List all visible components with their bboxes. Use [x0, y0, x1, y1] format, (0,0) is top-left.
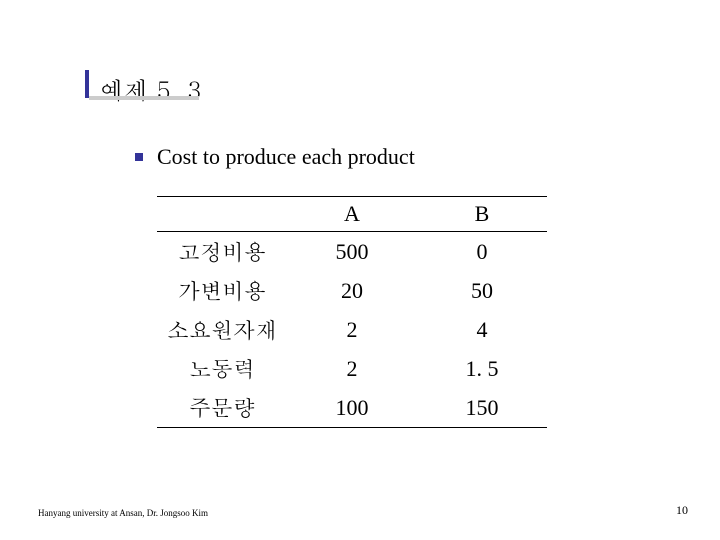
row-label: 가변비용 — [157, 271, 287, 310]
cell-a: 500 — [287, 232, 417, 272]
table-header-row: A B — [157, 197, 547, 232]
bullet-line: Cost to produce each product — [135, 144, 635, 170]
cell-a: 2 — [287, 349, 417, 388]
cell-b: 4 — [417, 310, 547, 349]
square-bullet-icon — [135, 153, 143, 161]
table-row: 고정비용 500 0 — [157, 232, 547, 272]
row-label: 고정비용 — [157, 232, 287, 272]
row-label: 주문량 — [157, 388, 287, 428]
content-block: Cost to produce each product A B 고정비용 50… — [135, 144, 635, 428]
cost-table: A B 고정비용 500 0 가변비용 20 50 소요원자재 2 4 노동력 — [157, 196, 547, 428]
cell-b: 50 — [417, 271, 547, 310]
bullet-text: Cost to produce each product — [157, 144, 415, 170]
title-block: 예제 5. 3 — [85, 72, 202, 106]
table-header-b: B — [417, 197, 547, 232]
cell-a: 20 — [287, 271, 417, 310]
cell-a: 100 — [287, 388, 417, 428]
footer-text: Hanyang university at Ansan, Dr. Jongsoo… — [38, 508, 208, 518]
cell-b: 1. 5 — [417, 349, 547, 388]
cell-b: 150 — [417, 388, 547, 428]
table-row: 노동력 2 1. 5 — [157, 349, 547, 388]
cell-a: 2 — [287, 310, 417, 349]
row-label: 노동력 — [157, 349, 287, 388]
table-header-empty — [157, 197, 287, 232]
table-row: 소요원자재 2 4 — [157, 310, 547, 349]
table-header-a: A — [287, 197, 417, 232]
table-row: 주문량 100 150 — [157, 388, 547, 428]
page-number: 10 — [676, 503, 688, 518]
row-label: 소요원자재 — [157, 310, 287, 349]
table-row: 가변비용 20 50 — [157, 271, 547, 310]
page-title: 예제 5. 3 — [99, 72, 202, 106]
title-accent-bar — [85, 70, 89, 98]
cell-b: 0 — [417, 232, 547, 272]
title-underline-shadow — [89, 96, 199, 100]
